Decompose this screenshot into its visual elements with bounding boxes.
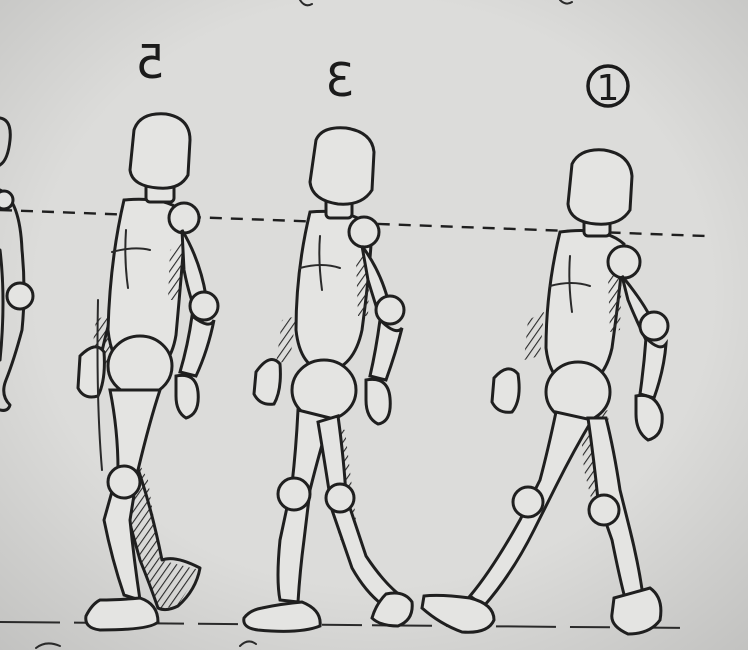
figure-frame-3: [242, 126, 414, 633]
figure-partial-left: [0, 116, 35, 412]
figure-frame-1: [420, 148, 670, 636]
frame-number-1-circled: 1: [586, 64, 630, 109]
figure-frame-5: [76, 112, 220, 632]
svg-text:1: 1: [597, 68, 620, 109]
frame-number-3: 3: [325, 53, 354, 107]
svg-text:3: 3: [325, 53, 354, 107]
svg-text:5: 5: [135, 35, 164, 89]
ground-line: [0, 621, 691, 629]
frame-number-5: 5: [135, 35, 164, 89]
